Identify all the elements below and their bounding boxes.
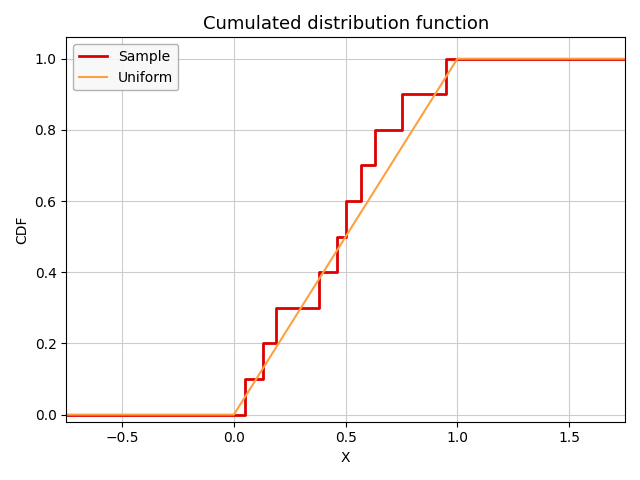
Sample (397, 91, 405, 97)
Legend: Sample, Uniform: Sample, Uniform (73, 44, 179, 90)
Sample (63, 412, 70, 418)
Sample (273, 305, 280, 311)
Line: Sample: Sample (67, 59, 625, 415)
X-axis label: X: X (341, 451, 350, 465)
Sample (342, 198, 349, 204)
Sample (315, 269, 323, 275)
Sample (241, 376, 249, 382)
Title: Cumulated distribution function: Cumulated distribution function (202, 15, 489, 33)
Sample (621, 56, 629, 61)
Uniform (63, 412, 70, 418)
Sample (259, 340, 267, 346)
Y-axis label: CDF: CDF (15, 215, 29, 244)
Sample (333, 234, 340, 240)
Sample (358, 163, 365, 168)
Line: Uniform: Uniform (67, 59, 625, 415)
Uniform (621, 56, 629, 61)
Uniform (454, 56, 461, 61)
Sample (442, 56, 450, 61)
Sample (371, 127, 378, 133)
Uniform (230, 412, 237, 418)
